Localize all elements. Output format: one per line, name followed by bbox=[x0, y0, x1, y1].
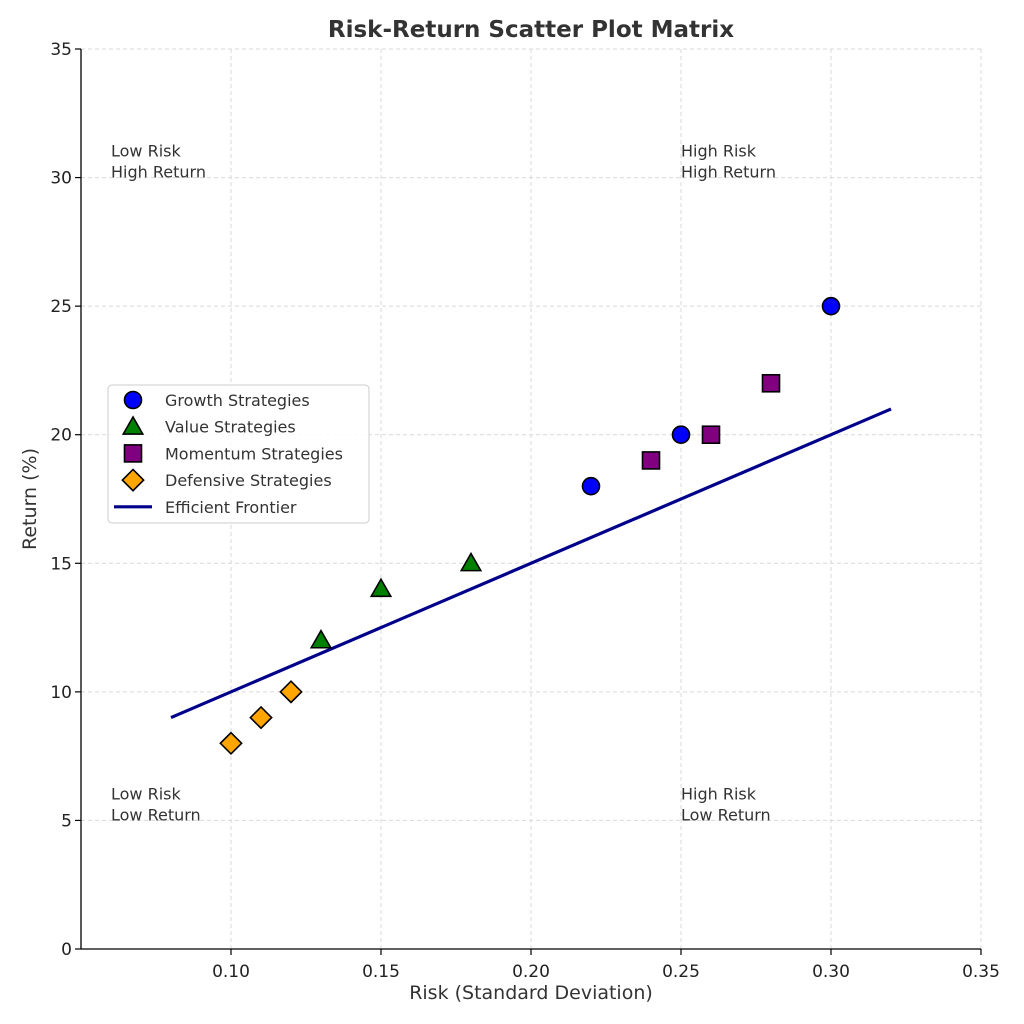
quadrant-label-line2: High Return bbox=[681, 163, 776, 182]
y-tick-label: 25 bbox=[50, 297, 72, 317]
x-axis-label: Risk (Standard Deviation) bbox=[409, 982, 653, 1004]
y-tick-label: 35 bbox=[50, 40, 72, 60]
quadrant-label-line1: Low Risk bbox=[111, 784, 181, 803]
y-tick-label: 0 bbox=[61, 940, 72, 960]
quadrant-label-line2: Low Return bbox=[681, 805, 771, 824]
value-strategies-point bbox=[459, 551, 483, 572]
legend-label: Defensive Strategies bbox=[165, 471, 332, 490]
legend: Growth Strategies Value Strategies Momentu… bbox=[107, 384, 370, 524]
defensive-strategies-point bbox=[249, 705, 273, 730]
x-tick-label: 0.35 bbox=[962, 962, 1000, 982]
chart-title: Risk-Return Scatter Plot Matrix bbox=[328, 17, 734, 43]
growth-strategies-point bbox=[581, 476, 601, 496]
quadrant-label-line2: High Return bbox=[111, 163, 206, 182]
legend-label: Value Strategies bbox=[165, 418, 296, 437]
quadrant-label-line2: Low Return bbox=[111, 805, 201, 824]
efficient-frontier-segment bbox=[170, 407, 892, 720]
quadrant-label-line1: High Risk bbox=[681, 142, 757, 161]
growth-strategies-point bbox=[671, 425, 691, 445]
data-points bbox=[219, 296, 841, 756]
legend-label: Growth Strategies bbox=[165, 391, 310, 410]
y-tick-label: 20 bbox=[50, 426, 72, 446]
y-tick-label: 10 bbox=[50, 683, 72, 703]
momentum-strategies-point bbox=[641, 451, 661, 470]
x-tick-label: 0.25 bbox=[662, 962, 700, 982]
quadrant-label-line1: High Risk bbox=[681, 784, 757, 803]
x-tick-label: 0.30 bbox=[812, 962, 850, 982]
defensive-strategies-point bbox=[219, 731, 243, 756]
legend-marker bbox=[121, 415, 145, 435]
legend-marker bbox=[123, 444, 143, 463]
efficient-frontier-line bbox=[170, 407, 892, 720]
y-tick-label: 15 bbox=[50, 554, 72, 574]
y-tick-label: 5 bbox=[61, 811, 72, 831]
x-tick-label: 0.20 bbox=[512, 962, 550, 982]
defensive-strategies-point bbox=[279, 680, 303, 704]
y-tick-label: 30 bbox=[50, 169, 72, 189]
axes: 0.10 0.15 0.20 0.25 0.30 0.35 0 5 10 15 20 25 30 35 bbox=[50, 40, 1000, 982]
quadrant-label-line1: Low Risk bbox=[111, 142, 181, 161]
growth-strategies-point bbox=[821, 296, 841, 316]
legend-box bbox=[107, 384, 370, 524]
y-axis-label: Return (%) bbox=[19, 448, 41, 550]
quadrant-annotations: Low Risk High Return High Risk High Return L… bbox=[111, 142, 776, 825]
momentum-strategies-point bbox=[701, 425, 721, 445]
momentum-strategies-point bbox=[761, 373, 781, 393]
legend-marker bbox=[123, 390, 143, 410]
x-tick-label: 0.10 bbox=[212, 962, 250, 982]
x-tick-label: 0.15 bbox=[362, 962, 400, 982]
legend-marker bbox=[121, 468, 145, 492]
value-strategies-point bbox=[309, 629, 333, 649]
value-strategies-point bbox=[369, 577, 393, 598]
legend-label: Efficient Frontier bbox=[165, 498, 297, 517]
legend-label: Momentum Strategies bbox=[165, 444, 343, 463]
